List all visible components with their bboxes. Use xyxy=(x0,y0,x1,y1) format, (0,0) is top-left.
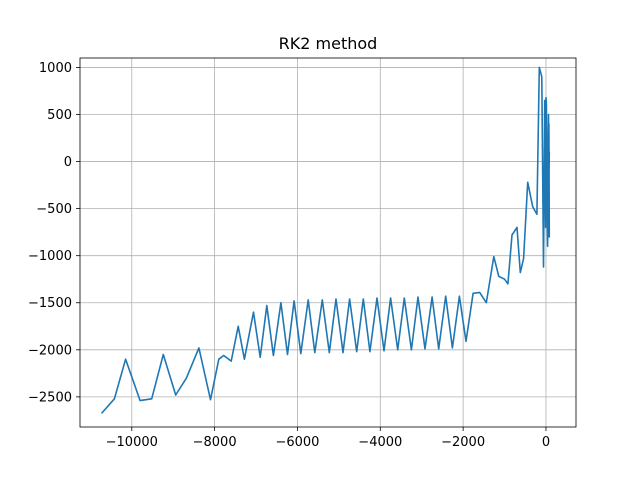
x-tick-label: −10000 xyxy=(106,435,158,450)
x-tick-label: −8000 xyxy=(193,435,237,450)
x-tick-label: −6000 xyxy=(275,435,319,450)
y-tick-label: −1000 xyxy=(28,249,72,264)
series-line xyxy=(101,66,551,414)
y-tick-label: 1000 xyxy=(39,61,72,76)
x-tick-label: 0 xyxy=(542,435,550,450)
x-tick-label: −2000 xyxy=(441,435,485,450)
y-tick-label: 500 xyxy=(47,108,72,123)
chart-title: RK2 method xyxy=(279,34,378,53)
axis-ticks: −10000 −8000 −6000 −4000 −2000 0−2500−2000−15… xyxy=(28,61,550,450)
y-tick-label: −2500 xyxy=(28,390,72,405)
y-tick-label: 0 xyxy=(64,155,72,170)
y-tick-label: −1500 xyxy=(28,296,72,311)
y-tick-label: −500 xyxy=(36,202,72,217)
grid xyxy=(80,58,576,427)
y-tick-label: −2000 xyxy=(28,343,72,358)
x-tick-label: −4000 xyxy=(358,435,402,450)
axes-frame xyxy=(79,57,577,428)
